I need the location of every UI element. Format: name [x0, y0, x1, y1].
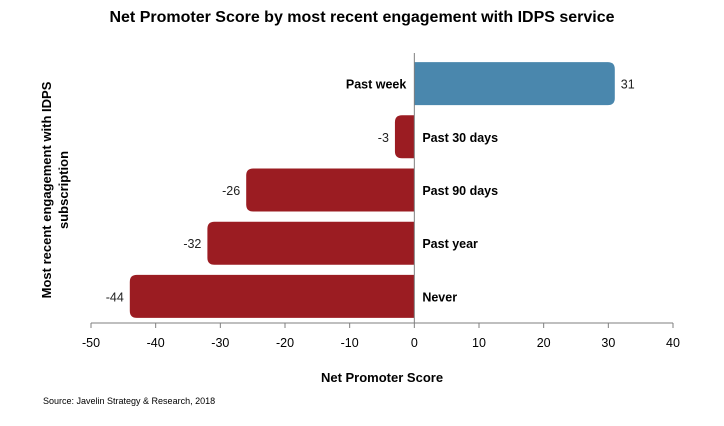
data-label: -32	[183, 237, 201, 251]
x-axis-title: Net Promoter Score	[321, 370, 443, 385]
y-axis-title-line-1: Most recent engagement with IDPS	[39, 81, 54, 298]
bar-past-week	[414, 62, 615, 106]
category-label: Past 90 days	[422, 184, 498, 198]
x-tick-label: 20	[537, 336, 551, 350]
category-label: Past year	[422, 237, 478, 251]
y-axis-title-line-2: subscription	[56, 151, 71, 229]
x-tick-label: 10	[472, 336, 486, 350]
source-note: Source: Javelin Strategy & Research, 201…	[43, 396, 215, 406]
data-label: 31	[621, 78, 635, 92]
bar-past-90-days	[246, 168, 415, 212]
data-label: -44	[106, 290, 124, 304]
x-tick-label: 0	[411, 336, 418, 350]
x-tick-label: -10	[341, 336, 359, 350]
x-tick-label: 40	[666, 336, 680, 350]
plot-area: -50 -40 -30 -20 -10 0 10 20 30 40 Past week 31 Past …	[82, 53, 680, 350]
data-label: -3	[378, 131, 389, 145]
bar-past-year	[207, 221, 415, 265]
category-label: Never	[422, 290, 457, 304]
bar-past-30-days	[394, 115, 415, 159]
x-tick-label: -20	[276, 336, 294, 350]
chart-title: Net Promoter Score by most recent engage…	[109, 9, 614, 26]
x-tick-label: -30	[211, 336, 229, 350]
x-tick-label: -40	[147, 336, 165, 350]
category-label: Past 30 days	[422, 131, 498, 145]
x-tick-label: 30	[601, 336, 615, 350]
x-tick-label: -50	[82, 336, 100, 350]
bar-never	[129, 274, 415, 318]
category-label: Past week	[346, 78, 407, 92]
data-label: -26	[222, 184, 240, 198]
